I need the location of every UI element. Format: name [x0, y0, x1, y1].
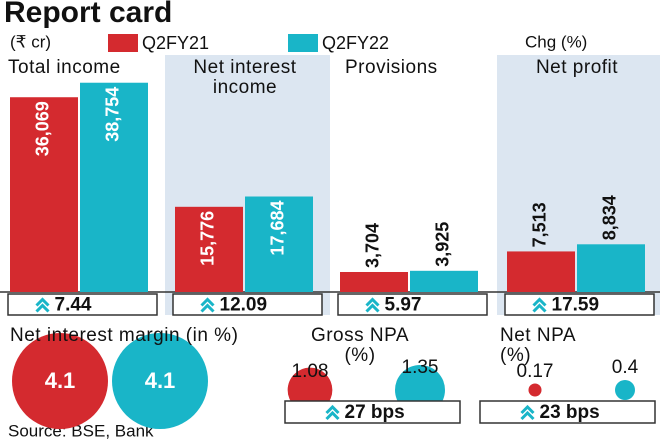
- bar: [577, 244, 645, 292]
- legend-label: Q2FY22: [322, 33, 389, 53]
- value-label: 0.17: [517, 361, 554, 382]
- bubble: [112, 333, 208, 429]
- value-label: 1.08: [292, 361, 329, 382]
- bubble: [12, 333, 108, 429]
- value-label: 4.1: [45, 368, 76, 393]
- legend-label: Q2FY21: [142, 33, 209, 53]
- up-icon: [365, 297, 380, 313]
- up-icon: [532, 297, 547, 313]
- value-label: 3,925: [433, 222, 453, 267]
- bar: [410, 270, 478, 292]
- change-label: 27 bps: [345, 402, 405, 423]
- bar: [507, 251, 575, 292]
- value-label: 7,513: [530, 202, 550, 247]
- value-label: 8,834: [600, 195, 620, 240]
- value-label: 4.1: [145, 368, 176, 393]
- legend-swatch: [108, 34, 138, 52]
- category-label: Gross NPA (%): [310, 325, 410, 366]
- up-icon: [325, 404, 340, 421]
- category-label: Total income: [8, 57, 121, 78]
- value-label: 17,684: [268, 201, 288, 256]
- value-label: 0.4: [612, 357, 639, 378]
- category-label: Provisions: [345, 57, 438, 78]
- change-label: 23 bps: [540, 402, 600, 423]
- bar: [340, 271, 408, 292]
- source: Source: BSE, Bank: [8, 421, 154, 440]
- legend-swatch: [288, 34, 318, 52]
- value-label: 15,776: [198, 211, 218, 266]
- value-label: 36,069: [33, 101, 53, 156]
- change-header: Chg (%): [525, 32, 587, 51]
- category-label: Net NPA (%): [500, 325, 575, 366]
- bar: [245, 196, 313, 292]
- value-label: 38,754: [103, 87, 123, 142]
- value-label: 1.35: [402, 357, 439, 378]
- unit-label: (₹ cr): [10, 32, 51, 51]
- bubble: [528, 383, 542, 397]
- bar: [10, 97, 78, 292]
- category-label: Net profit: [535, 57, 619, 78]
- up-icon: [35, 297, 50, 313]
- bar: [80, 82, 148, 293]
- bar: [175, 206, 243, 292]
- value-label: 3,704: [363, 223, 383, 268]
- category-label: Net interest margin (in %): [10, 325, 239, 346]
- bubble: [615, 380, 635, 400]
- up-icon: [200, 297, 215, 313]
- title: Report card: [4, 0, 172, 29]
- up-icon: [520, 404, 535, 421]
- change-label: 12.09: [220, 295, 268, 316]
- category-label: Net interest income: [193, 57, 297, 98]
- change-label: 7.44: [55, 295, 92, 316]
- change-label: 17.59: [552, 295, 600, 316]
- change-label: 5.97: [385, 295, 422, 316]
